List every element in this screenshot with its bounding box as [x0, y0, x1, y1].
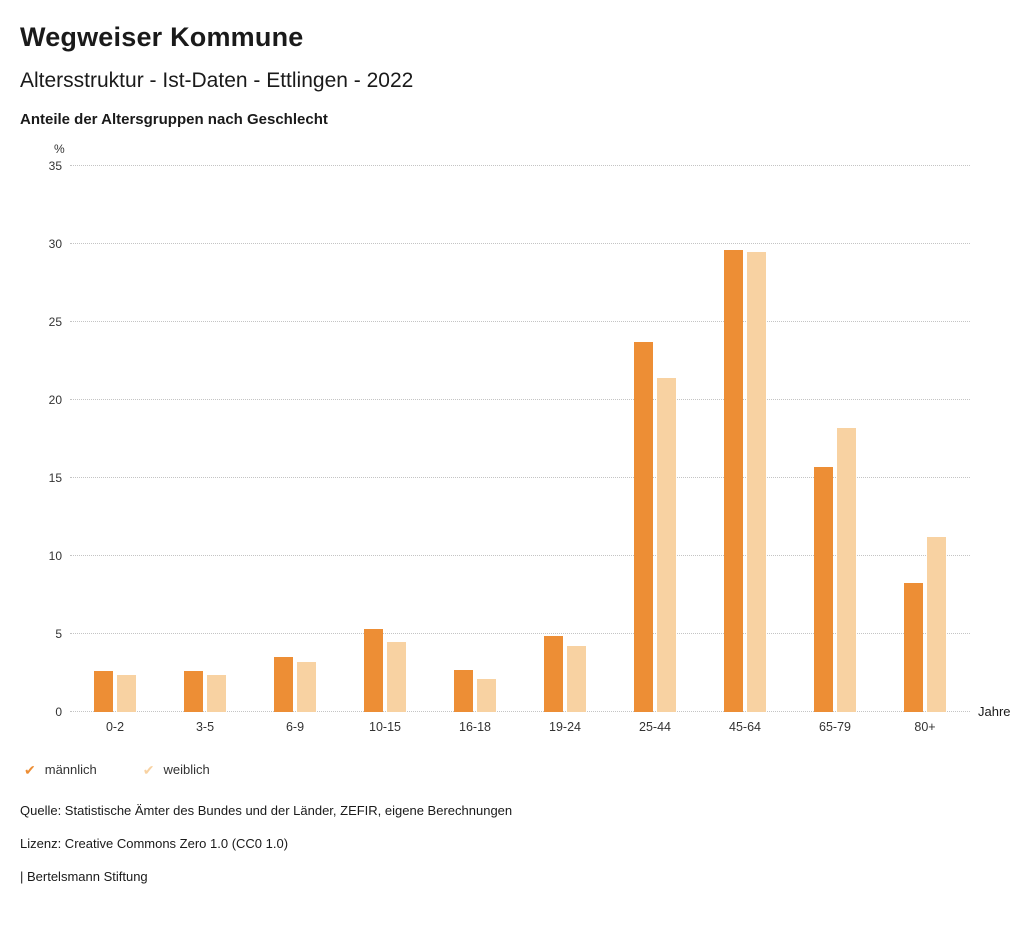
legend-marker-icon: ✔ [142, 761, 155, 778]
bar-weiblich-19-24 [567, 646, 586, 712]
chart-footer: Quelle: Statistische Ämter des Bundes un… [20, 803, 1004, 884]
chart-subtitle: Altersstruktur - Ist-Daten - Ettlingen -… [20, 69, 414, 92]
bar-group [880, 166, 970, 712]
license-text: Lizenz: Creative Commons Zero 1.0 (CC0 1… [20, 836, 289, 851]
page-title: Wegweiser Kommune [20, 22, 304, 52]
y-axis-tick-label: 10 [48, 549, 62, 563]
gridline [70, 165, 970, 166]
x-axis-tick-label: 45-64 [729, 720, 761, 734]
bar-group [160, 166, 250, 712]
plot-area: Jahre 0 5 10 15 20 25 30 35 [49, 159, 1011, 719]
gridline [70, 633, 970, 634]
x-axis-tick-labels: 0-2 3-5 6-9 10-15 16-18 19-24 25-44 45-64 65-79 8… [70, 720, 970, 734]
legend-label: weiblich [163, 762, 210, 777]
bars-layer [70, 166, 970, 712]
legend-marker-icon: ✔ [24, 761, 36, 778]
bar-weiblich-10-15 [387, 641, 406, 712]
bar-group [250, 166, 340, 712]
bar-group [790, 166, 880, 712]
bar-männlich-25-44 [634, 342, 653, 712]
y-axis-tick-label: 15 [48, 471, 62, 485]
x-axis-unit-label: Jahre [978, 704, 1011, 719]
y-axis-tick-label: 35 [48, 159, 62, 173]
bar-männlich-80+ [904, 582, 923, 712]
attribution-text: | Bertelsmann Stiftung [20, 869, 148, 884]
y-axis-tick-label: 0 [55, 705, 62, 719]
x-axis-tick-label: 19-24 [549, 720, 581, 734]
bar-group [340, 166, 430, 712]
page: Wegweiser Kommune Altersstruktur - Ist-D… [20, 22, 1011, 884]
bar-group [700, 166, 790, 712]
y-axis-tick-label: 20 [48, 393, 62, 407]
bar-group [430, 166, 520, 712]
gridline [70, 399, 970, 400]
bar-weiblich-65-79 [837, 428, 856, 712]
x-axis-tick-label: 16-18 [459, 720, 491, 734]
bar-weiblich-80+ [927, 537, 946, 712]
gridline [70, 477, 970, 478]
x-axis-tick-label: 80+ [914, 720, 936, 734]
bar-group [520, 166, 610, 712]
y-axis-tick-label: 5 [55, 627, 62, 641]
bar-weiblich-45-64 [747, 251, 766, 712]
legend-item-männlich: ✔ männlich [24, 762, 97, 777]
bar-männlich-10-15 [364, 629, 383, 712]
legend-item-weiblich: ✔ weiblich [143, 762, 210, 777]
x-axis-tick-label: 3-5 [195, 720, 215, 734]
bar-weiblich-0-2 [117, 674, 136, 712]
bar-group [70, 166, 160, 712]
bar-weiblich-3-5 [207, 674, 226, 712]
bar-männlich-3-5 [184, 671, 203, 712]
bar-männlich-65-79 [814, 467, 833, 712]
chart-legend: ✔ männlich ✔ weiblich [24, 762, 1004, 777]
chart-heading: Anteile der Altersgruppen nach Geschlech… [20, 111, 328, 128]
bar-männlich-0-2 [94, 671, 113, 712]
bar-chart: % Jahre 0 5 10 15 20 25 30 35 0-2 3-5 6-9 10-15 16-… [49, 142, 1011, 734]
y-axis-tick-label: 30 [48, 237, 62, 251]
x-axis-tick-label: 0-2 [105, 720, 125, 734]
bar-weiblich-6-9 [297, 662, 316, 712]
bar-männlich-45-64 [724, 250, 743, 712]
bar-männlich-16-18 [454, 669, 473, 712]
bar-weiblich-16-18 [477, 679, 496, 712]
x-axis-tick-label: 65-79 [819, 720, 851, 734]
x-axis-tick-label: 10-15 [369, 720, 401, 734]
bar-group [610, 166, 700, 712]
y-axis-unit-label: % [54, 142, 65, 156]
gridline [70, 711, 970, 712]
legend-label: männlich [44, 762, 97, 777]
bar-männlich-19-24 [544, 635, 563, 712]
gridline [70, 243, 970, 244]
x-axis-tick-label: 25-44 [639, 720, 671, 734]
bar-männlich-6-9 [274, 657, 293, 712]
gridline [70, 555, 970, 556]
bar-weiblich-25-44 [657, 378, 676, 712]
gridline [70, 321, 970, 322]
x-axis-tick-label: 6-9 [285, 720, 305, 734]
source-text: Quelle: Statistische Ämter des Bundes un… [20, 803, 513, 818]
y-axis-tick-label: 25 [48, 315, 62, 329]
